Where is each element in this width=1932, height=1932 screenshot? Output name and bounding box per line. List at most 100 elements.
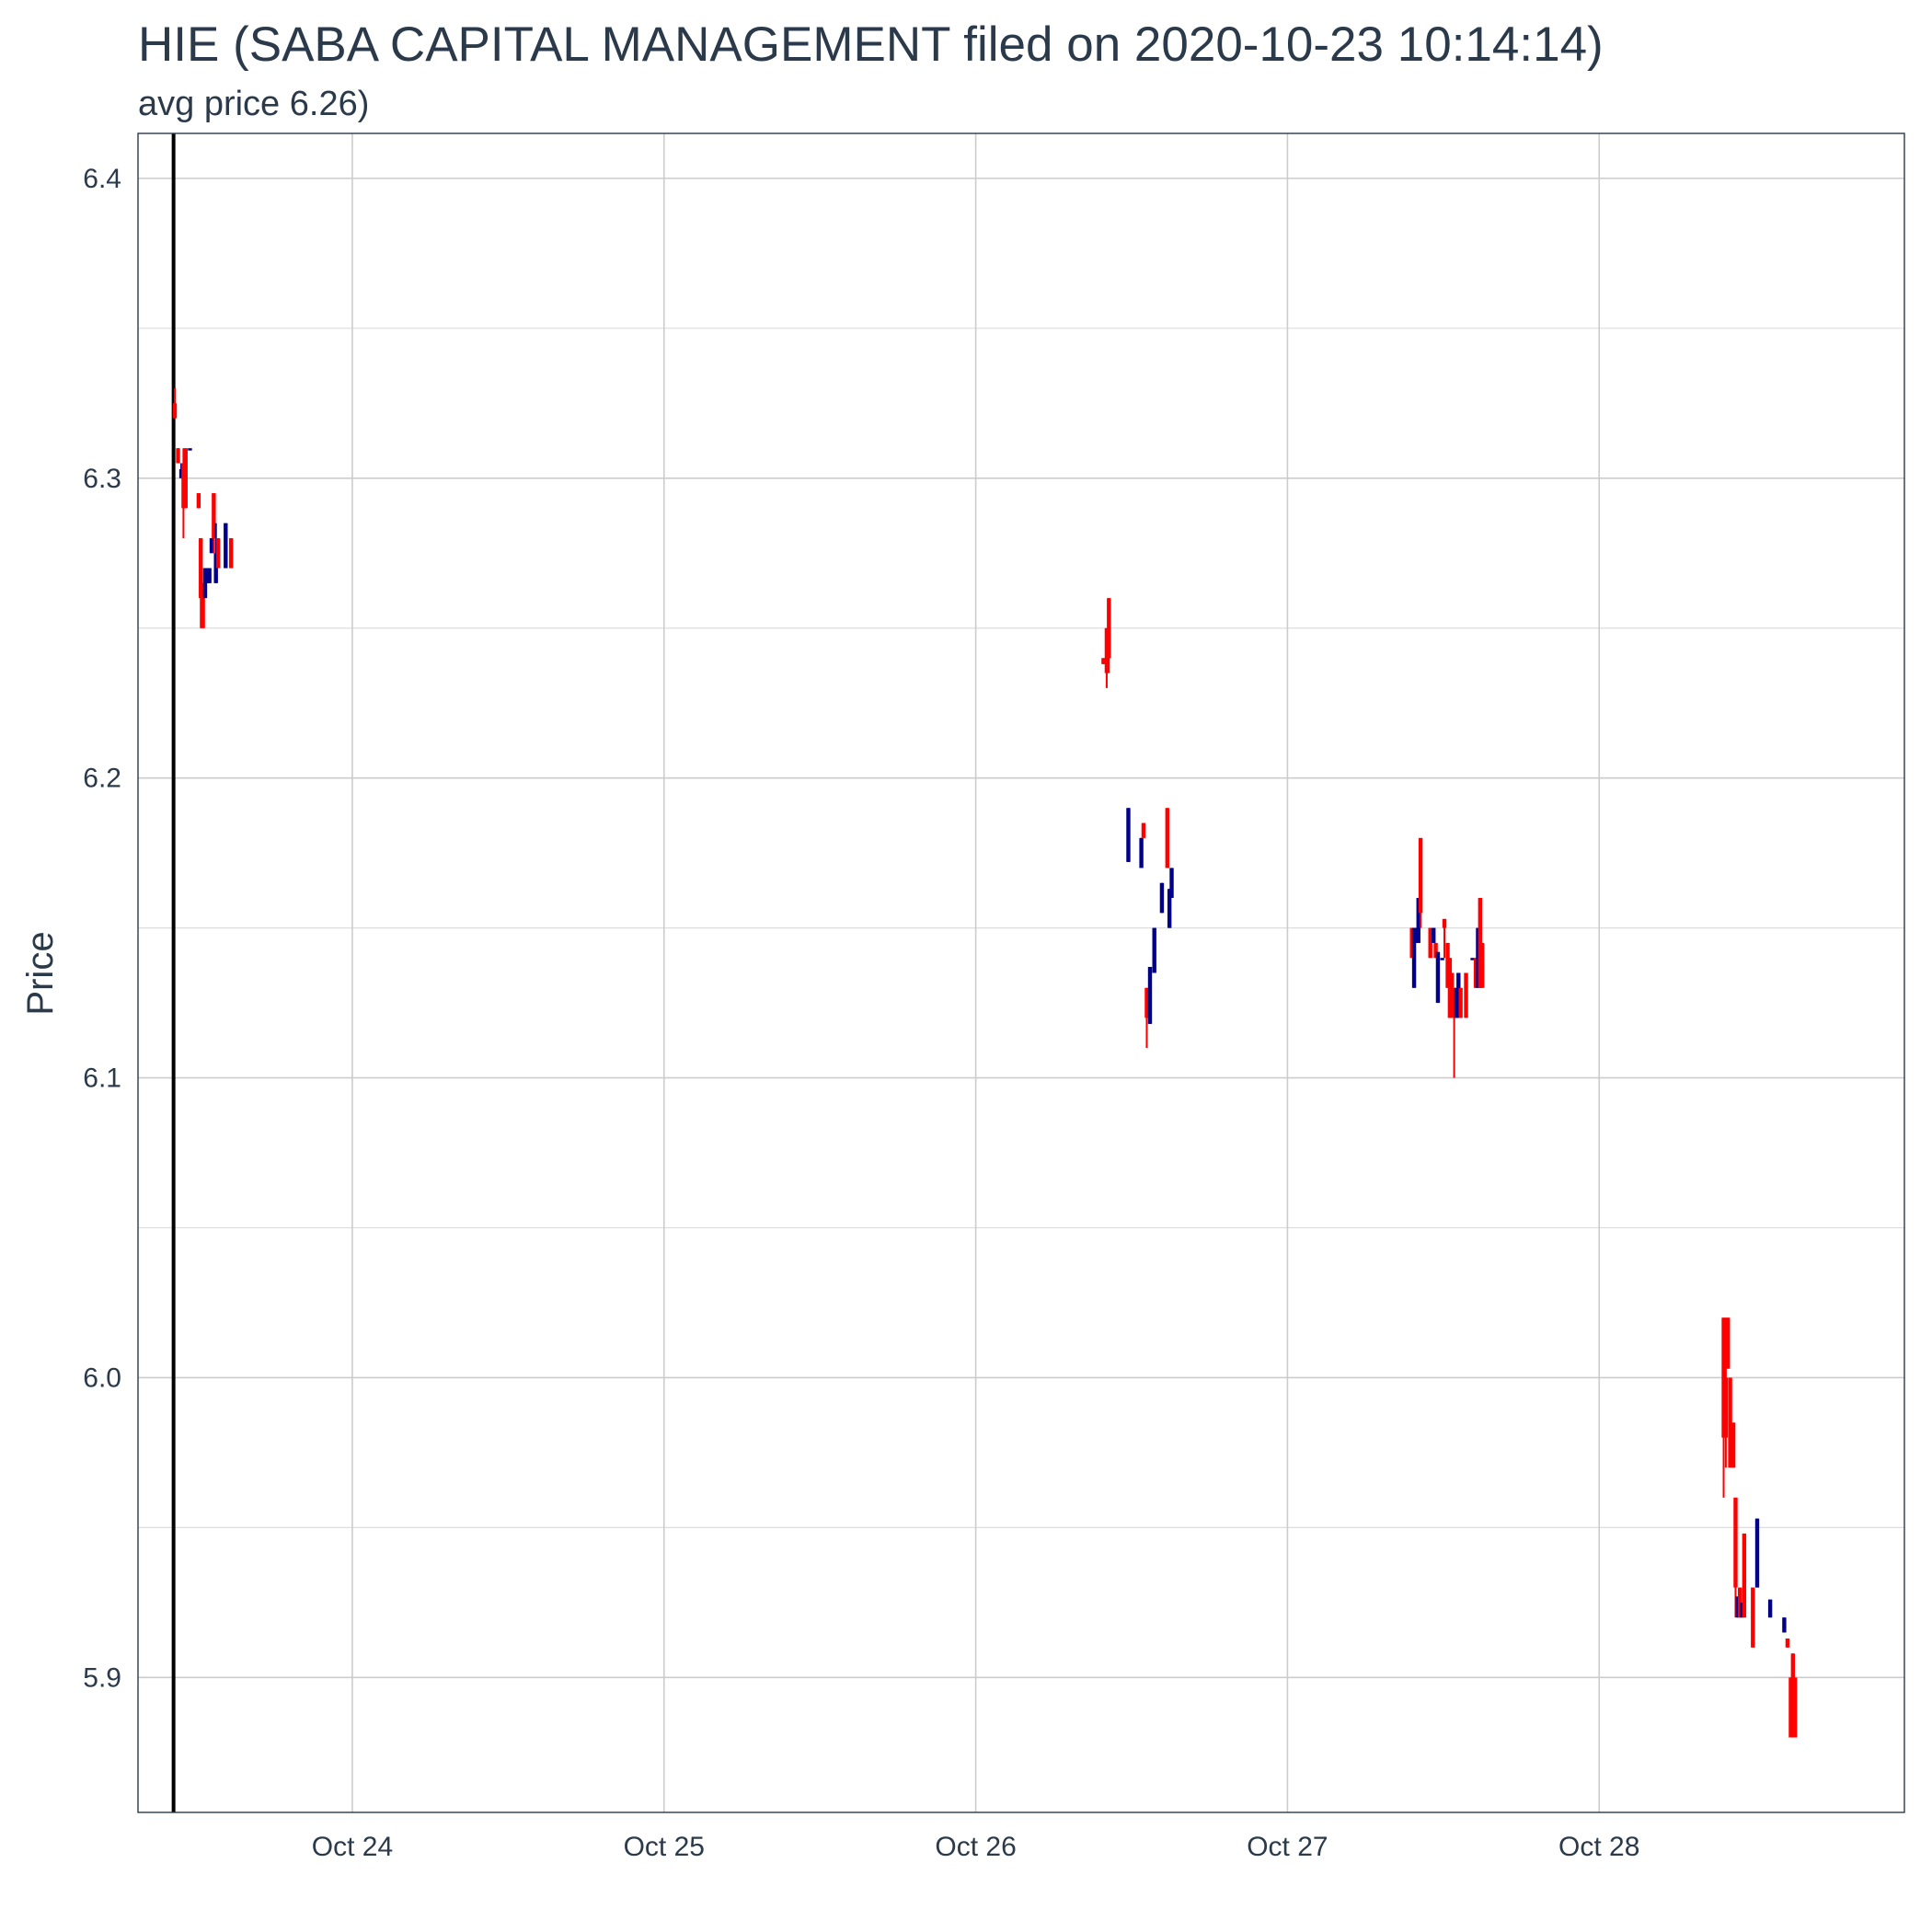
candles-layer	[172, 388, 1798, 1738]
candle-body	[1785, 1638, 1790, 1648]
candle-body	[199, 537, 203, 599]
candle	[1435, 951, 1441, 1004]
candle-body	[188, 448, 192, 451]
candle	[1476, 927, 1480, 988]
candle	[202, 568, 208, 599]
candle	[1478, 898, 1483, 988]
candle	[1731, 1422, 1736, 1468]
candle	[1126, 808, 1131, 862]
candle	[1442, 918, 1447, 959]
candle-body	[1414, 927, 1419, 943]
candle-body	[1442, 918, 1447, 928]
candle	[1751, 1587, 1755, 1648]
candle-body	[1165, 808, 1170, 868]
candle	[1104, 627, 1110, 688]
x-axis-tick-labels: Oct 24 Oct 25 Oct 26 Oct 27 Oct 28	[312, 1832, 1640, 1862]
candle	[1723, 1317, 1729, 1468]
candle	[201, 582, 205, 628]
candle	[1790, 1653, 1796, 1738]
candle	[215, 537, 221, 569]
candle	[1479, 942, 1485, 988]
candle	[176, 448, 180, 464]
candle-body	[1141, 822, 1146, 838]
x-tick-label: Oct 28	[1558, 1832, 1639, 1862]
candle-body	[1737, 1587, 1742, 1618]
y-tick-label: 6.1	[83, 1064, 121, 1094]
candle	[1418, 837, 1423, 928]
candle-body	[1101, 658, 1106, 664]
candle	[1740, 1602, 1744, 1618]
candle	[1447, 958, 1453, 1018]
candle	[1737, 1587, 1742, 1618]
candle	[1728, 1377, 1732, 1468]
candle	[1428, 927, 1432, 959]
candle	[183, 448, 188, 509]
candle-body	[1450, 972, 1455, 988]
candle	[1458, 987, 1463, 1018]
candle-body	[1416, 898, 1420, 943]
grid-lines	[138, 133, 1904, 1812]
candle-body	[215, 537, 221, 569]
candle-body	[1782, 1617, 1787, 1633]
candle-body	[1139, 837, 1144, 868]
candle-body	[1452, 987, 1456, 1018]
candle	[1107, 598, 1111, 673]
candle-body	[212, 493, 216, 538]
candle-body	[1418, 837, 1423, 914]
x-tick-label: Oct 24	[312, 1832, 393, 1862]
candle-body	[228, 537, 234, 569]
candle	[1782, 1617, 1787, 1633]
candle	[1788, 1677, 1793, 1738]
candle-body	[1473, 958, 1478, 988]
candle-body	[1440, 958, 1444, 960]
y-tick-label: 6.2	[83, 764, 121, 794]
candle-body	[1479, 942, 1485, 988]
candle-body	[209, 537, 214, 554]
candle	[1159, 882, 1165, 914]
candle-body	[1107, 598, 1111, 659]
candle-body	[1731, 1422, 1736, 1468]
candle	[205, 568, 210, 583]
candle	[196, 493, 201, 509]
candle	[1101, 658, 1106, 664]
candle-body	[181, 463, 186, 509]
candle-body	[176, 448, 180, 464]
candle	[1409, 927, 1414, 959]
candle	[1139, 837, 1144, 868]
candle-body	[1409, 927, 1414, 959]
candle-body	[1152, 927, 1156, 973]
candle-body	[1790, 1653, 1796, 1738]
candle	[1433, 942, 1438, 959]
candle	[1456, 972, 1461, 1018]
candle-body	[1742, 1533, 1747, 1618]
chart-title: HIE (SABA CAPITAL MANAGEMENT filed on 20…	[138, 17, 1604, 72]
x-tick-label: Oct 25	[624, 1832, 705, 1862]
candle-body	[1754, 1518, 1760, 1588]
candle	[1450, 972, 1455, 1018]
candle	[172, 388, 178, 419]
candle	[1742, 1533, 1747, 1618]
candle	[1169, 868, 1174, 899]
candle-body	[224, 523, 228, 569]
candle-body	[1464, 972, 1468, 1018]
plot-panel-border	[137, 132, 1905, 1813]
candle	[188, 448, 192, 451]
x-tick-label: Oct 26	[935, 1832, 1016, 1862]
candle-body	[1792, 1677, 1798, 1738]
y-tick-label: 6.3	[83, 464, 121, 494]
candle	[1445, 942, 1450, 988]
candle	[1464, 972, 1468, 1018]
candle	[224, 523, 228, 569]
y-tick-label: 5.9	[83, 1662, 121, 1693]
candle-body	[1454, 987, 1459, 1018]
candle-body	[1740, 1602, 1744, 1618]
candle-body	[1470, 958, 1475, 960]
candle-body	[1167, 889, 1172, 928]
candle-body	[183, 448, 188, 509]
candle	[1144, 987, 1149, 1048]
candle	[1733, 1497, 1738, 1618]
candle	[1735, 1596, 1741, 1618]
candle	[1165, 808, 1170, 868]
candle	[1721, 1317, 1726, 1498]
